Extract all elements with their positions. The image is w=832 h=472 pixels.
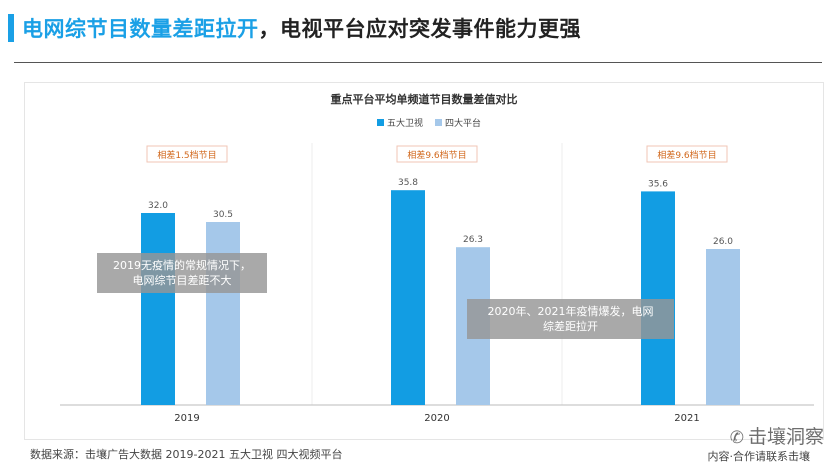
value-label-0-1: 35.8 xyxy=(398,178,418,188)
chart-panel: 重点平台平均单频道节目数量差值对比五大卫视 四大平台相差1.5档节目 2019 相差9… xyxy=(24,82,824,440)
x-tick-label-0: 2019 xyxy=(174,413,199,424)
watermark-subtitle: 内容·合作请联系击壤 xyxy=(707,450,811,463)
watermark-text: 击壤洞察 xyxy=(747,426,824,448)
annotation-text-1-1: 综差距拉开 xyxy=(543,319,598,333)
bar-0-2 xyxy=(641,191,675,405)
legend-swatch-0 xyxy=(377,119,384,126)
wechat-icon: ✆ xyxy=(729,428,744,448)
x-tick-label-2: 2021 xyxy=(674,413,699,424)
bar-1-0 xyxy=(206,222,240,405)
value-label-0-2: 35.6 xyxy=(648,179,668,189)
value-label-1-1: 26.3 xyxy=(463,235,483,245)
bar-0-1 xyxy=(391,190,425,405)
difference-label-1: 相差9.6档节目 xyxy=(407,149,466,161)
bar-1-2 xyxy=(706,249,740,405)
legend-swatch-1 xyxy=(435,119,442,126)
title-accent-bar xyxy=(8,14,14,42)
value-label-1-2: 26.0 xyxy=(713,237,733,247)
watermark: ✆ 击壤洞察 xyxy=(730,422,824,449)
chart-title: 重点平台平均单频道节目数量差值对比 xyxy=(331,92,518,106)
annotation-text-0-1: 电网综节目差距不大 xyxy=(133,273,232,287)
difference-label-0: 相差1.5档节目 xyxy=(157,149,216,161)
page-title-rest: ，电视平台应对突发事件能力更强 xyxy=(258,17,581,41)
legend-label-0: 五大卫视 xyxy=(387,117,423,129)
difference-label-2: 相差9.6档节目 xyxy=(657,149,716,161)
difference-badge-2 xyxy=(646,145,728,163)
difference-badge-1 xyxy=(396,145,478,163)
value-label-1-0: 30.5 xyxy=(213,210,233,220)
data-source-note: 数据来源：击壤广告大数据 2019-2021 五大卫视 四大视频平台 xyxy=(30,448,343,461)
annotation-box-0 xyxy=(97,253,267,293)
annotation-box-1 xyxy=(467,299,674,339)
difference-badge-0 xyxy=(146,145,228,163)
value-label-0-0: 32.0 xyxy=(148,201,168,211)
legend-label-1: 四大平台 xyxy=(445,117,481,129)
bar-0-0 xyxy=(141,213,175,405)
title-divider xyxy=(14,62,822,63)
page-title: 电网综节目数量差距拉开，电视平台应对突发事件能力更强 xyxy=(22,13,581,43)
x-tick-label-1: 2020 xyxy=(424,413,449,424)
page-title-highlight: 电网综节目数量差距拉开 xyxy=(22,17,259,41)
annotation-text-1-0: 2020年、2021年疫情爆发，电网 xyxy=(488,304,654,318)
annotation-text-0-0: 2019无疫情的常规情况下， xyxy=(113,258,251,272)
